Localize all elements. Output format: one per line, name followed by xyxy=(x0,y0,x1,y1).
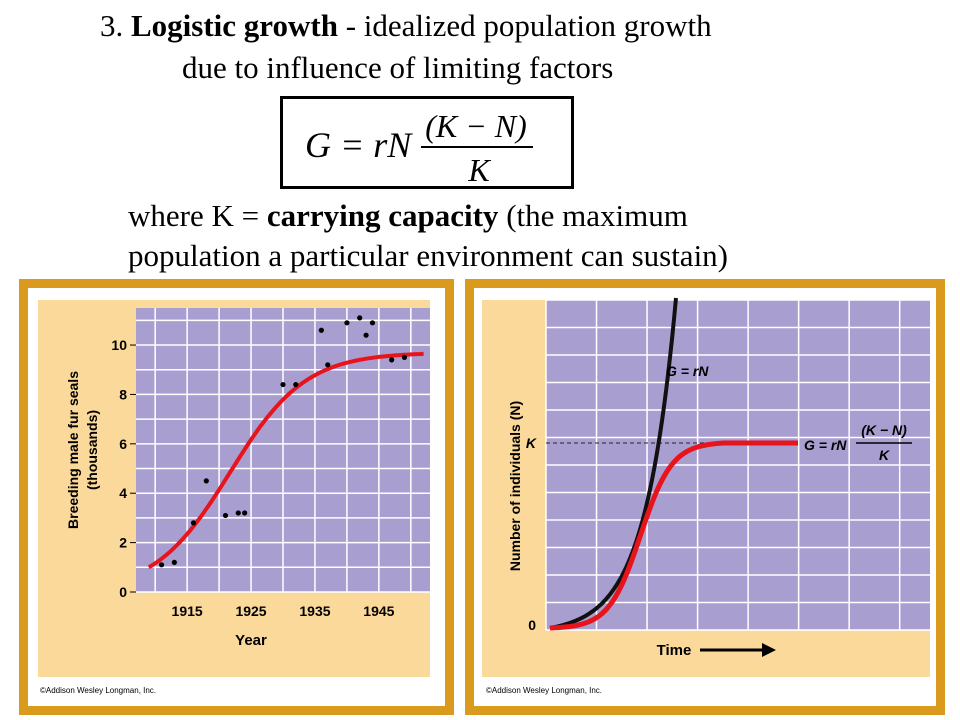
fur-seal-chart: 0 2 4 6 8 10 1915 1925 1935 1945 Year Breeding ma… xyxy=(38,300,430,695)
heading-definition-1: - idealized population growth xyxy=(337,8,712,43)
explanation-rest: (the maximum xyxy=(498,198,688,233)
y-tick-k: K xyxy=(526,435,537,451)
heading-line-1: 3. Logistic growth - idealized populatio… xyxy=(100,8,712,44)
explanation-term: carrying capacity xyxy=(266,198,499,233)
data-point xyxy=(344,320,350,326)
growth-model-chart: K 0 Number of individuals (N) Time G = r… xyxy=(482,297,930,695)
formula-box: G = rN (K − N) K xyxy=(280,96,574,189)
y-axis-label: Number of individuals (N) xyxy=(507,401,523,571)
data-point xyxy=(363,332,369,338)
logistic-curve xyxy=(549,440,798,631)
data-point xyxy=(389,357,395,363)
explanation-line-1: where K = carrying capacity (the maximum xyxy=(128,198,688,234)
data-point xyxy=(325,362,331,368)
formula-numerator: (K − N) xyxy=(425,108,527,144)
data-point xyxy=(280,381,286,388)
formula-lhs: G = rN xyxy=(305,125,413,165)
x-tick-label: 1915 xyxy=(172,603,203,619)
data-point xyxy=(190,520,197,526)
logistic-label-numerator: (K − N) xyxy=(861,422,907,438)
y-tick-label: 2 xyxy=(119,535,127,551)
heading-number: 3. xyxy=(100,8,124,43)
y-tick-zero: 0 xyxy=(528,617,536,633)
data-point xyxy=(318,327,324,333)
x-tick-label: 1945 xyxy=(363,603,394,619)
y-axis-label-line-1: Breeding male fur seals xyxy=(65,371,81,529)
x-tick-label: 1935 xyxy=(299,603,330,619)
data-point xyxy=(369,320,376,326)
data-point xyxy=(401,354,408,360)
grid-lines xyxy=(545,299,930,631)
axis-ticks: 0 2 4 6 8 10 1915 1925 1935 1945 xyxy=(111,337,394,619)
y-tick-label: 4 xyxy=(119,485,127,501)
formula-denominator: K xyxy=(467,152,491,186)
heading-line-2: due to influence of limiting factors xyxy=(182,50,614,85)
grid-lines xyxy=(136,308,430,593)
y-tick-label: 6 xyxy=(119,436,127,452)
growth-model-panel: K 0 Number of individuals (N) Time G = r… xyxy=(465,279,945,715)
y-tick-label: 0 xyxy=(119,584,127,600)
exponential-curve xyxy=(549,297,678,630)
x-axis-label: Year xyxy=(235,632,267,649)
data-point xyxy=(235,510,241,516)
y-tick-label: 10 xyxy=(111,337,127,353)
data-point xyxy=(357,315,363,321)
formula-graphic: G = rN (K − N) K xyxy=(305,108,533,186)
y-axis-label-line-2: (thousands) xyxy=(84,410,100,490)
explanation-line-2: population a particular environment can … xyxy=(128,238,729,273)
logistic-label-denominator: K xyxy=(879,447,890,463)
copyright-credit: ©Addison Wesley Longman, Inc. xyxy=(40,686,156,695)
copyright-credit: ©Addison Wesley Longman, Inc. xyxy=(486,686,602,695)
data-point xyxy=(293,381,299,388)
x-tick-label: 1925 xyxy=(235,603,266,619)
data-points xyxy=(158,315,408,568)
y-tick-label: 8 xyxy=(119,386,127,402)
data-point xyxy=(203,478,209,484)
explanation-prefix: where K = xyxy=(128,198,267,233)
data-point xyxy=(242,510,248,516)
x-axis-label: Time xyxy=(657,642,692,659)
data-point xyxy=(171,559,177,565)
exponential-label: G = rN xyxy=(666,363,709,379)
data-point xyxy=(222,512,229,519)
data-point xyxy=(158,562,165,568)
logistic-label-lhs: G = rN xyxy=(804,437,847,453)
fur-seal-chart-panel: 0 2 4 6 8 10 1915 1925 1935 1945 Year Breeding ma… xyxy=(19,279,454,715)
time-arrow xyxy=(700,643,776,657)
heading-term: Logistic growth xyxy=(131,8,338,43)
